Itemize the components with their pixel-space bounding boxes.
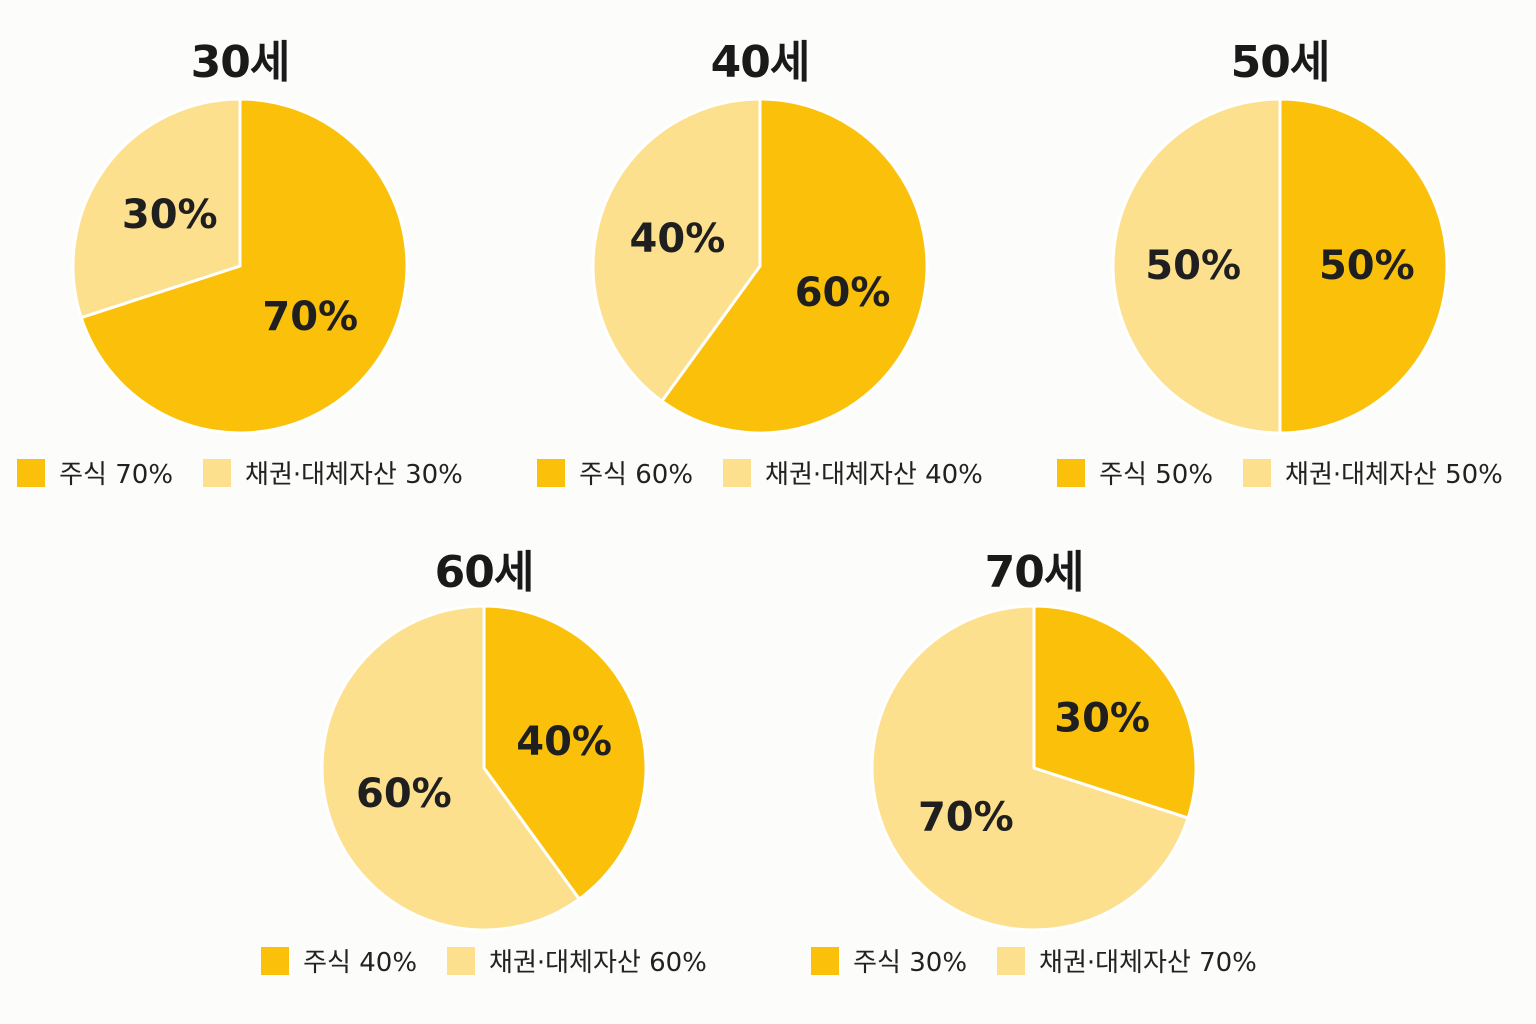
legend-item-bond: 채권·대체자산 30%	[203, 454, 463, 491]
legend: 주식 60% 채권·대체자산 40%	[510, 454, 1010, 491]
legend: 주식 30% 채권·대체자산 70%	[784, 942, 1284, 979]
legend-swatch-bond	[1243, 458, 1272, 487]
legend-label-stock: 주식 40%	[303, 948, 418, 978]
legend-item-bond: 채권·대체자산 40%	[723, 454, 983, 491]
legend-item-stock: 주식 30%	[811, 942, 967, 979]
slice-label-bond: 30%	[122, 192, 218, 238]
pie-slice-stock	[79, 97, 409, 435]
chart-title: 40세	[710, 37, 811, 88]
pie-chart-50: 50세 50% 50% 주식 50% 채권·대체자산 50%	[1030, 0, 1530, 490]
legend-label-stock: 주식 30%	[853, 948, 968, 978]
legend-swatch-stock	[537, 458, 566, 487]
slice-label-stock: 40%	[516, 719, 612, 765]
slice-label-stock: 60%	[795, 270, 891, 316]
pie-chart-30: 30세 70% 30% 주식 70% 채권·대체자산 30%	[0, 0, 490, 490]
legend-label-bond: 채권·대체자산 40%	[765, 460, 983, 490]
pie-svg: 70% 30%	[71, 97, 409, 435]
legend-label-stock: 주식 60%	[579, 460, 694, 490]
pie-chart-70: 70세 30% 70% 주식 30% 채권·대체자산 70%	[784, 510, 1284, 980]
pie-svg: 50% 50%	[1111, 97, 1449, 435]
pie-slice-stock	[482, 604, 648, 901]
pie-slice-bond	[320, 604, 581, 932]
legend-item-bond: 채권·대체자산 60%	[447, 942, 707, 979]
legend-swatch-stock	[811, 946, 840, 975]
pie-slice-bond	[71, 97, 242, 320]
legend-item-stock: 주식 60%	[537, 454, 693, 491]
slice-label-bond: 70%	[918, 795, 1014, 841]
legend-item-bond: 채권·대체자산 50%	[1243, 454, 1503, 491]
slice-label-bond: 50%	[1145, 243, 1241, 289]
chart-title: 30세	[190, 37, 291, 88]
pie-svg: 40% 60%	[320, 604, 648, 932]
pie-slice-bond	[870, 604, 1190, 932]
legend: 주식 40% 채권·대체자산 60%	[234, 942, 734, 979]
legend-swatch-stock	[1057, 458, 1086, 487]
pie-slice-stock	[660, 97, 929, 435]
chart-title: 60세	[434, 547, 535, 598]
legend-label-stock: 주식 50%	[1099, 460, 1214, 490]
pie-svg: 60% 40%	[591, 97, 929, 435]
pie-svg: 30% 70%	[870, 604, 1198, 932]
legend: 주식 70% 채권·대체자산 30%	[0, 454, 490, 491]
slice-label-stock: 70%	[262, 294, 358, 340]
legend-swatch-stock	[261, 946, 290, 975]
slice-label-stock: 30%	[1054, 695, 1150, 741]
slice-label-bond: 60%	[356, 771, 452, 817]
slice-label-bond: 40%	[630, 216, 726, 262]
legend-label-bond: 채권·대체자산 30%	[245, 460, 463, 490]
legend-swatch-bond	[723, 458, 752, 487]
pie-slice-bond	[1111, 97, 1282, 435]
slice-label-stock: 50%	[1319, 243, 1415, 289]
legend-item-stock: 주식 40%	[261, 942, 417, 979]
legend-label-bond: 채권·대체자산 60%	[489, 948, 707, 978]
pie-slice-stock	[1278, 97, 1449, 435]
legend-item-stock: 주식 50%	[1057, 454, 1213, 491]
pie-chart-40: 40세 60% 40% 주식 60% 채권·대체자산 40%	[510, 0, 1010, 490]
legend-label-bond: 채권·대체자산 70%	[1039, 948, 1257, 978]
legend-item-stock: 주식 70%	[17, 454, 173, 491]
legend-label-bond: 채권·대체자산 50%	[1285, 460, 1503, 490]
pie-slice-stock	[1032, 604, 1198, 820]
legend-swatch-bond	[997, 946, 1026, 975]
pie-slice-bond	[591, 97, 762, 403]
legend-item-bond: 채권·대체자산 70%	[997, 942, 1257, 979]
legend-swatch-stock	[17, 458, 46, 487]
pie-chart-60: 60세 40% 60% 주식 40% 채권·대체자산 60%	[234, 510, 734, 980]
chart-title: 70세	[984, 547, 1085, 598]
legend-swatch-bond	[447, 946, 476, 975]
legend-swatch-bond	[203, 458, 232, 487]
chart-title: 50세	[1230, 37, 1331, 88]
legend: 주식 50% 채권·대체자산 50%	[1030, 454, 1530, 491]
legend-label-stock: 주식 70%	[59, 460, 174, 490]
